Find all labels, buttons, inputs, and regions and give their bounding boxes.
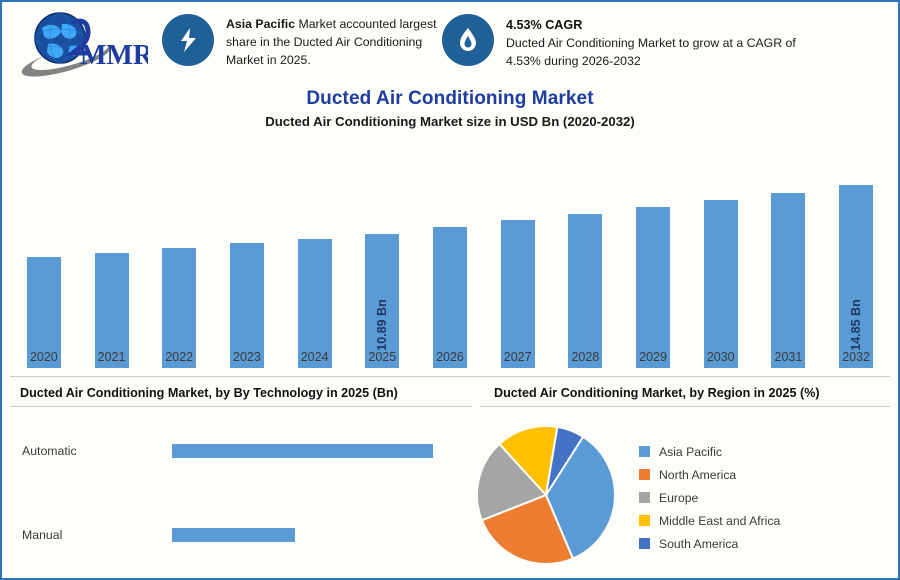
bar[interactable] [771,192,806,368]
bar-series: 10.89 Bn 14.85 Bn [10,163,890,368]
technology-horizontal-bar-chart: Automatic Manual [10,414,470,564]
legend-item[interactable]: Middle East and Africa [639,509,889,532]
bar-cell [755,163,823,368]
bar-cell [78,163,146,368]
logo-container: MMR [2,2,162,88]
market-size-bar-chart: 10.89 Bn 14.85 Bn 2020 2021 2022 2023 2024 202… [10,138,890,368]
legend-item[interactable]: South America [639,532,889,555]
bar-cell [145,163,213,368]
hbar-track [172,444,433,458]
legend-label: North America [659,467,737,482]
bar-cell [687,163,755,368]
flame-droplet-icon [442,14,494,66]
legend-item[interactable]: Asia Pacific [639,440,889,463]
technology-panel-underline [10,406,472,407]
hbar-row: Automatic [10,442,470,460]
legend-item[interactable]: Europe [639,486,889,509]
legend-color-swatch [639,492,650,503]
x-axis-tick-label: 2026 [436,350,464,364]
x-axis-tick-label: 2020 [29,350,58,364]
fact-asia-pacific-body: Market accounted largest share in the Du… [226,17,437,67]
bar-cell [10,163,78,368]
bar[interactable] [568,214,603,368]
legend-item[interactable]: North America [639,463,889,486]
bar-cell: 14.85 Bn [822,163,890,368]
legend-label: Asia Pacific [659,444,722,459]
bar[interactable] [229,243,264,368]
fact-cagr-text: 4.53% CAGR Ducted Air Conditioning Marke… [506,14,802,71]
legend-color-swatch [639,515,650,526]
legend-color-swatch [639,469,650,480]
legend-color-swatch [639,446,650,457]
hbar-fill[interactable] [172,444,433,458]
bar-cell: 10.89 Bn [348,163,416,368]
pie-slice[interactable] [545,425,585,496]
bar[interactable] [162,247,197,368]
technology-panel-title: Ducted Air Conditioning Market, by By Te… [20,386,398,400]
region-panel-title: Ducted Air Conditioning Market, by Regio… [494,386,820,400]
bar-cell [484,163,552,368]
region-pie-chart [475,423,617,569]
x-axis-year-labels: 2020 2021 2022 2023 2024 2025 2026 2027 2028 2029… [10,350,890,364]
page-subtitle: Ducted Air Conditioning Market size in U… [265,114,635,129]
pie-slice[interactable] [498,425,559,498]
pie-slice[interactable] [544,435,616,560]
bar[interactable]: 10.89 Bn [365,233,400,368]
bar[interactable] [500,220,535,368]
region-pie-svg [475,425,616,565]
x-axis-tick-label: 2022 [165,350,194,364]
section-divider [10,376,890,377]
bar[interactable] [94,252,129,368]
x-axis-tick-label: 2024 [300,350,329,364]
x-axis-tick-label: 2030 [706,350,735,364]
x-axis-tick-label: 2031 [774,350,803,364]
bar[interactable] [297,238,332,368]
bar-value-label: 10.89 Bn [375,299,390,351]
page-title: Ducted Air Conditioning Market [306,88,594,109]
mmr-globe-logo: MMR [21,12,148,77]
bar-cell [213,163,281,368]
region-panel-underline [480,406,890,407]
bar-cell [552,163,620,368]
bar[interactable]: 14.85 Bn [839,184,874,368]
x-axis-tick-label: 2023 [233,350,261,364]
fact-asia-pacific: Asia Pacific Market accounted largest sh… [162,2,442,69]
fact-asia-pacific-lead: Asia Pacific [226,17,296,31]
x-axis-tick-label: 2029 [639,350,667,364]
logo-wordmark: MMR [80,40,148,71]
fact-asia-pacific-text: Asia Pacific Market accounted largest sh… [226,14,442,69]
region-pie-legend: Asia Pacific North America Europe Middle Ea… [639,440,889,555]
pie-slice[interactable] [475,442,548,522]
legend-label: Europe [659,490,699,505]
hbar-category-label: Manual [22,528,63,542]
bar[interactable] [432,226,467,368]
bar[interactable] [636,207,671,368]
hbar-track [172,528,296,542]
bar[interactable] [26,257,61,368]
fact-cagr: 4.53% CAGR Ducted Air Conditioning Marke… [442,2,802,71]
bar-cell [619,163,687,368]
legend-label: Middle East and Africa [659,513,781,528]
x-axis-tick-label: 2032 [842,350,870,364]
hbar-category-label: Automatic [22,444,77,458]
bar[interactable] [703,200,738,368]
x-axis-tick-label: 2028 [571,350,600,364]
fact-cagr-heading: 4.53% CAGR [506,18,583,32]
x-axis-tick-label: 2027 [503,350,532,364]
bar-cell [281,163,349,368]
lightning-bolt-icon [162,14,214,66]
bar-value-label: 14.85 Bn [849,299,864,351]
legend-color-swatch [639,538,650,549]
header-bar: MMR Asia Pacific Market accounted larges… [2,2,898,88]
legend-label: South America [659,536,739,551]
x-axis-tick-label: 2021 [97,350,126,364]
bar-cell [416,163,484,368]
hbar-fill[interactable] [172,528,296,542]
hbar-row: Manual [10,526,470,544]
fact-cagr-body: Ducted Air Conditioning Market to grow a… [506,36,796,69]
x-axis-tick-label: 2025 [368,350,397,364]
